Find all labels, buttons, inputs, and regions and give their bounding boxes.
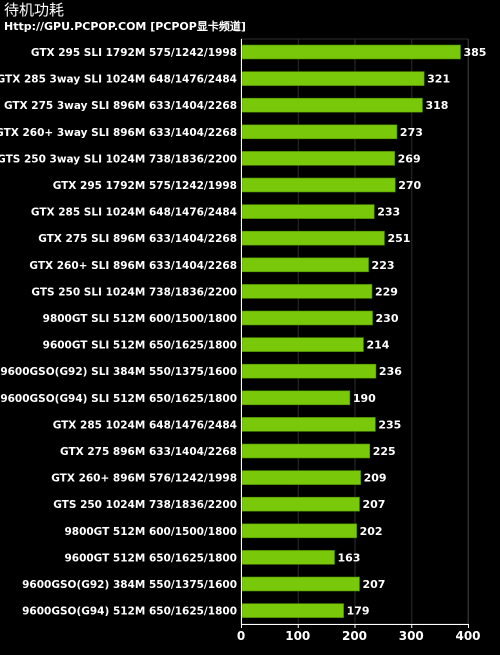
category-label: 9600GSO(G94) SLI 512M 650/1625/1800 [0,393,237,405]
bar [241,363,377,379]
bar [241,151,395,166]
data-labels: 385 321 318 273 269 270 233 251 223 229 230 214 236 1… [338,46,487,618]
data-label: 233 [377,206,400,219]
data-label: 273 [400,126,423,139]
data-label: 214 [366,339,389,352]
data-label: 225 [373,445,396,458]
category-label: GTX 295 1792M 575/1242/1998 [53,180,237,192]
category-labels: GTX 295 SLI 1792M 575/1242/1998 GTX 285 3… [0,47,237,618]
bar [241,470,361,485]
bar [241,576,360,592]
data-label: 321 [427,73,450,86]
bar [241,550,335,565]
data-label: 318 [425,99,448,112]
category-label: 9600GSO(G92) 384M 550/1375/1600 [22,579,237,591]
bar [241,230,385,246]
data-label: 209 [364,472,387,485]
data-label: 179 [347,605,370,618]
data-label: 163 [338,551,361,564]
category-label: 9600GSO(G92) SLI 384M 550/1375/1600 [0,366,237,378]
category-label: GTS 250 1024M 738/1836/2200 [53,499,237,511]
bar [241,523,357,539]
data-label: 223 [372,259,395,272]
bar [241,310,373,326]
category-label: GTX 285 SLI 1024M 648/1476/2484 [31,207,237,219]
data-label: 269 [398,152,421,165]
data-label: 230 [376,312,399,325]
chart-subtitle: Http://GPU.PCPOP.COM [PCPOP显卡频道] [4,20,246,33]
category-label: 9600GT 512M 650/1625/1800 [64,552,237,564]
data-label: 202 [360,525,383,538]
bar [241,603,344,618]
data-label: 270 [398,179,421,192]
bar [241,97,423,113]
data-label: 385 [463,46,486,59]
data-label: 190 [353,392,376,405]
data-label: 235 [378,418,401,431]
bar [241,496,360,512]
bar [241,337,364,352]
category-label: GTX 285 1024M 648/1476/2484 [53,419,237,431]
category-label: GTX 260+ 3way SLI 896M 633/1404/2268 [0,127,237,139]
category-label: GTX 260+ SLI 896M 633/1404/2268 [29,260,237,272]
bar [241,44,461,60]
category-label: GTS 250 SLI 1024M 738/1836/2200 [31,286,237,298]
category-label: GTX 295 SLI 1792M 575/1242/1998 [31,47,237,59]
x-tick-label: 200 [342,629,367,643]
bar [241,177,396,193]
bar [241,71,425,86]
bar [241,257,369,273]
bar [241,417,376,432]
x-tick-label: 300 [399,629,424,643]
category-label: 9800GT 512M 600/1500/1800 [64,526,237,538]
data-label: 236 [379,365,402,378]
category-label: 9600GT SLI 512M 650/1625/1800 [43,340,237,352]
x-tick-label: 100 [285,629,310,643]
chart-title: 待机功耗 [4,1,65,19]
x-axis: 0 100 200 300 400 [237,39,481,643]
category-label: 9600GSO(G94) 512M 650/1625/1800 [22,606,237,618]
bar [241,443,370,459]
category-label: GTS 250 3way SLI 1024M 738/1836/2200 [0,153,237,165]
bar [241,390,351,406]
bar [241,284,373,299]
data-label: 207 [362,578,385,591]
bar [241,204,375,219]
x-tick-label: 0 [237,629,245,643]
category-label: 9800GT SLI 512M 600/1500/1800 [43,313,237,325]
data-label: 251 [387,232,410,245]
category-label: GTX 275 SLI 896M 633/1404/2268 [38,233,237,245]
category-label: GTX 260+ 896M 576/1242/1998 [51,473,237,485]
category-label: GTX 285 3way SLI 1024M 648/1476/2484 [0,74,237,86]
bars [241,44,461,618]
x-tick-label: 400 [455,629,480,643]
bar [241,124,398,140]
category-label: GTX 275 896M 633/1404/2268 [60,446,237,458]
data-label: 207 [362,498,385,511]
data-label: 229 [375,285,398,298]
category-label: GTX 275 3way SLI 896M 633/1404/2268 [4,100,237,112]
